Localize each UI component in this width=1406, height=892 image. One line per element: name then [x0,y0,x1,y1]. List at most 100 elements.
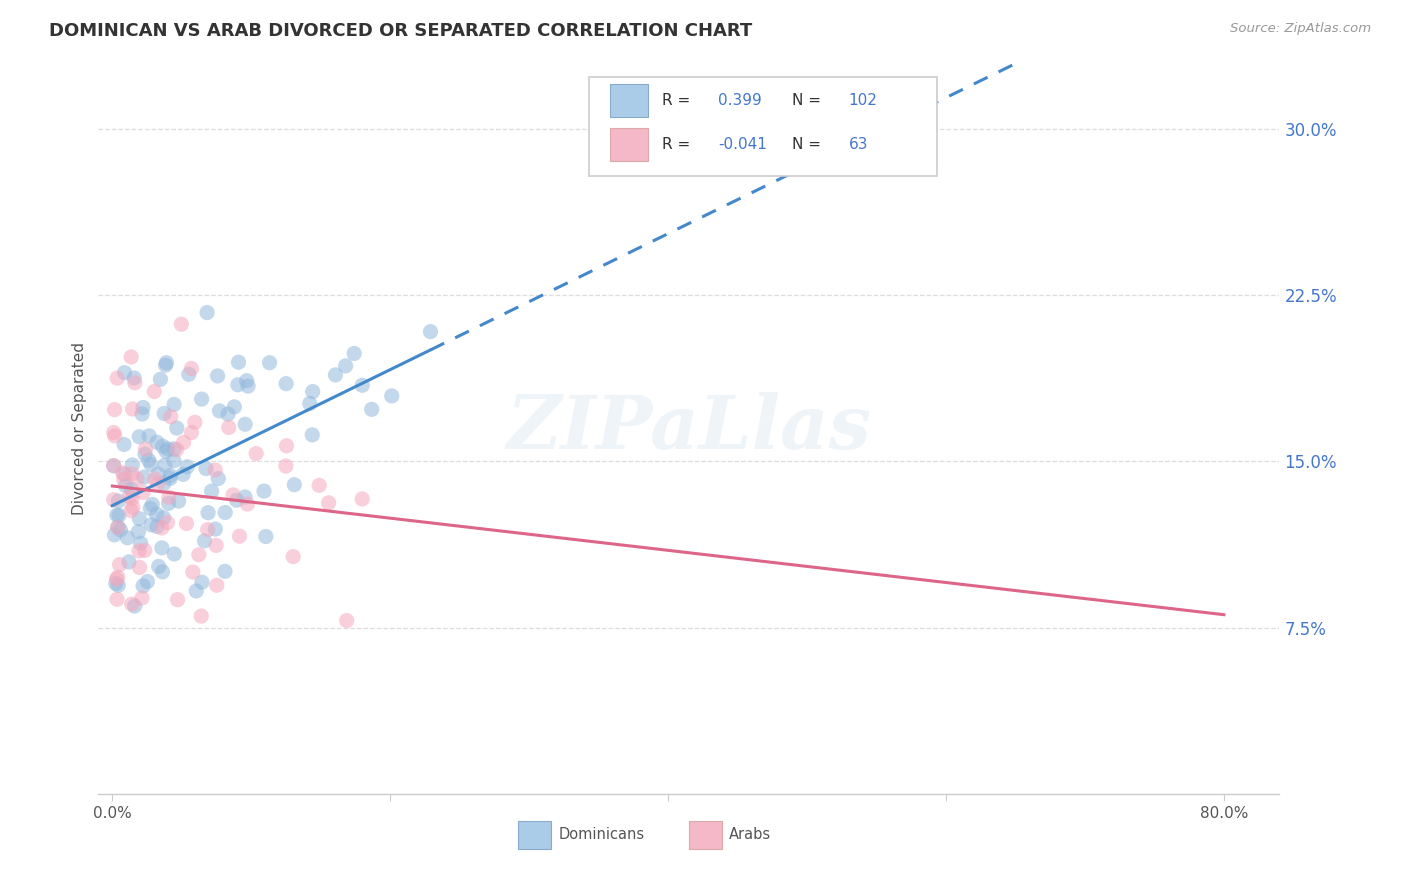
Point [176,516,198,531]
Point [190,609,212,624]
Point [335,359,357,373]
Point [148,559,170,574]
Point [117,531,139,545]
Point [112,473,135,487]
Point [318,496,340,510]
Point [233,417,256,432]
Point [114,478,136,492]
Point [120,503,142,517]
Point [157,491,180,505]
Point [139,501,162,516]
Point [180,425,202,440]
Point [103,402,125,417]
Point [131,407,153,421]
Point [283,477,305,491]
Point [228,355,250,369]
Text: ZIPaLlas: ZIPaLlas [506,392,872,465]
Point [107,520,129,534]
Text: N =: N = [792,137,825,153]
Point [111,466,134,480]
Point [110,523,132,537]
Point [163,397,186,411]
Point [184,415,207,429]
Point [134,447,156,461]
Point [352,378,374,392]
Point [132,485,155,500]
Point [283,549,305,564]
Point [195,461,218,475]
Point [236,379,259,393]
Point [301,428,323,442]
Point [325,368,347,382]
Point [152,565,174,579]
Bar [517,821,551,849]
Point [103,528,125,542]
Point [167,494,190,508]
Point [120,483,142,497]
Point [228,529,250,543]
Text: Dominicans: Dominicans [560,828,645,842]
Point [105,592,128,607]
Point [172,467,194,482]
Point [419,325,441,339]
Point [181,565,204,579]
Point [245,446,267,460]
Point [235,374,257,388]
Point [352,491,374,506]
Point [146,435,169,450]
Point [143,472,166,486]
Text: Arabs: Arabs [730,828,772,842]
Point [107,494,129,508]
Point [152,439,174,453]
Point [146,476,169,491]
Point [121,401,143,416]
Point [253,484,276,499]
Point [138,453,160,467]
Point [129,536,152,550]
Text: R =: R = [662,93,695,108]
Point [107,570,129,584]
Point [301,384,323,399]
Point [125,472,148,486]
Point [214,506,236,520]
Text: 102: 102 [848,93,877,108]
Point [150,541,173,555]
Bar [610,84,648,117]
Point [274,458,297,473]
Point [108,508,131,523]
Point [103,458,125,473]
Text: N =: N = [792,93,825,108]
Point [163,547,186,561]
Point [104,576,127,591]
Bar [610,128,648,161]
Text: -0.041: -0.041 [718,137,768,153]
Point [214,565,236,579]
Point [204,463,226,477]
Point [155,356,177,370]
Point [173,435,195,450]
Text: 63: 63 [848,137,868,153]
Point [105,572,128,586]
Point [128,511,150,525]
Point [205,538,228,552]
Point [138,429,160,443]
Point [236,497,259,511]
Point [166,592,188,607]
Point [157,496,180,510]
Point [149,372,172,386]
Point [134,442,156,457]
Text: Source: ZipAtlas.com: Source: ZipAtlas.com [1230,22,1371,36]
Point [186,584,208,599]
Point [190,392,212,406]
Point [103,492,125,507]
Point [128,544,150,558]
Point [118,490,141,504]
Point [141,497,163,511]
Point [127,524,149,539]
Point [381,389,404,403]
Bar [689,821,723,849]
Point [156,442,179,456]
Point [155,358,177,372]
Point [121,467,143,481]
Point [105,371,128,385]
